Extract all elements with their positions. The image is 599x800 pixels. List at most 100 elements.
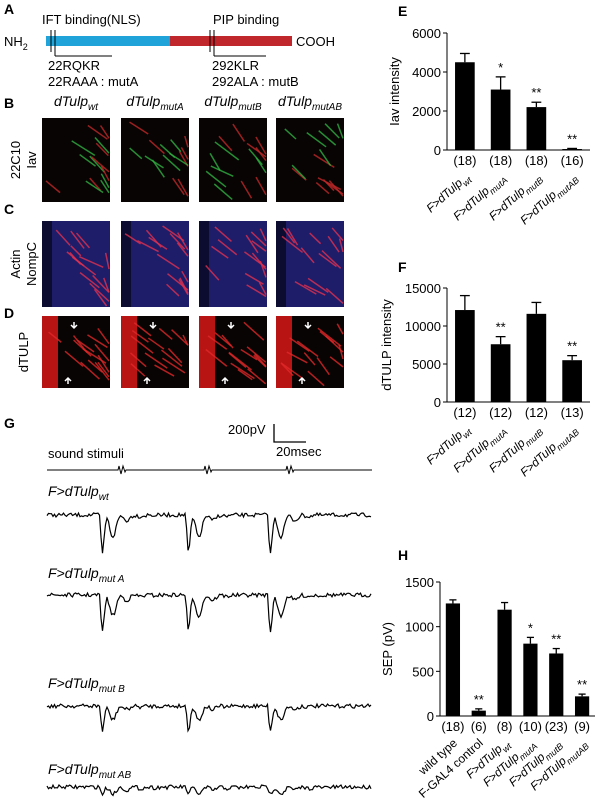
fiber — [73, 339, 92, 357]
n-label: (8) — [497, 719, 513, 734]
fiber — [129, 147, 143, 160]
micrograph-glow — [199, 316, 215, 388]
fiber — [213, 183, 233, 201]
column-header-sub: wt — [88, 102, 99, 113]
bar — [471, 710, 486, 716]
site-label: 22RQKR — [48, 58, 100, 73]
fiber — [180, 147, 189, 160]
fiber — [89, 282, 110, 302]
arrow — [70, 322, 78, 330]
significance: ** — [531, 85, 541, 100]
fiber — [321, 250, 342, 269]
fiber — [70, 245, 82, 257]
fiber — [286, 228, 299, 246]
fiber — [303, 284, 326, 296]
bar — [574, 696, 590, 716]
panel-label: A — [4, 1, 14, 17]
fiber — [232, 123, 246, 142]
fiber — [97, 354, 110, 373]
micrograph — [199, 118, 267, 202]
site-label: 292KLR — [212, 58, 259, 73]
n-label: (9) — [574, 719, 590, 734]
fiber — [71, 256, 97, 276]
bar — [497, 609, 512, 716]
y-tick-label: 0 — [434, 143, 441, 158]
trace-label-main: F>dTulp — [48, 761, 99, 777]
site-label: 292ALA : mutB — [212, 74, 299, 89]
fiber — [166, 283, 180, 297]
fiber — [207, 335, 228, 350]
fiber — [318, 149, 332, 167]
n-terminus-sub: 2 — [23, 42, 28, 52]
fiber — [178, 278, 189, 296]
n-label: (18) — [489, 153, 512, 168]
column-header: dTulpwt — [54, 93, 99, 113]
trace-label: F>dTulpwt — [48, 483, 110, 503]
fiber — [71, 140, 96, 156]
fiber — [137, 240, 159, 253]
arrow — [304, 322, 312, 330]
fiber — [97, 328, 110, 345]
n-label: (10) — [519, 719, 542, 734]
fiber — [210, 165, 234, 178]
fiber — [70, 230, 85, 249]
scale-label: 200pV — [228, 422, 266, 437]
stain-label: Iav — [24, 151, 39, 169]
fiber — [147, 337, 165, 350]
bar — [526, 313, 547, 402]
n-label: (18) — [525, 153, 548, 168]
n-label: (18) — [453, 153, 476, 168]
fiber — [148, 236, 168, 250]
fiber — [205, 264, 220, 281]
column-header-main: dTulp — [54, 93, 88, 109]
fiber — [90, 156, 110, 173]
fiber — [87, 334, 108, 349]
fiber — [184, 135, 189, 148]
fiber — [246, 142, 267, 158]
micrograph-glow — [209, 221, 267, 307]
fiber — [45, 180, 61, 194]
n-label: (13) — [561, 405, 584, 420]
fiber — [318, 252, 337, 268]
stain-label: Actin — [8, 250, 23, 279]
fiber — [160, 349, 183, 367]
fiber — [328, 180, 344, 197]
y-tick-label: 1000 — [405, 620, 434, 635]
fiber — [251, 240, 267, 252]
stain-label: NompC — [24, 242, 39, 286]
fiber — [129, 352, 147, 368]
column-header-sub: mutB — [238, 102, 262, 113]
fiber — [291, 164, 307, 180]
arrow — [221, 376, 229, 384]
fiber — [280, 362, 305, 380]
arrow — [64, 376, 72, 384]
fiber — [99, 125, 110, 139]
micrograph-glow — [276, 316, 292, 388]
n-label: (18) — [441, 719, 464, 734]
fiber — [315, 181, 330, 195]
fiber — [331, 227, 344, 241]
x-tick-label-sub: mutAB — [564, 741, 591, 767]
fiber — [205, 348, 228, 367]
panel-label: C — [4, 201, 14, 217]
fiber — [131, 329, 149, 343]
fiber — [169, 152, 189, 166]
x-tick-label-sub: mutA — [487, 175, 509, 196]
domain-label: PIP binding — [213, 12, 279, 27]
fiber — [89, 155, 105, 173]
fiber — [230, 362, 255, 380]
fiber — [296, 340, 319, 358]
fiber — [228, 351, 252, 371]
fiber — [179, 277, 189, 294]
fiber — [336, 123, 344, 139]
fiber — [243, 321, 265, 341]
fiber — [307, 277, 329, 294]
panel-label: D — [4, 305, 14, 321]
recording-trace — [46, 511, 372, 554]
fiber — [244, 272, 264, 285]
column-header: dTulpmutB — [204, 93, 262, 113]
fiber — [338, 238, 344, 253]
significance: ** — [567, 339, 577, 354]
significance: ** — [496, 320, 506, 335]
